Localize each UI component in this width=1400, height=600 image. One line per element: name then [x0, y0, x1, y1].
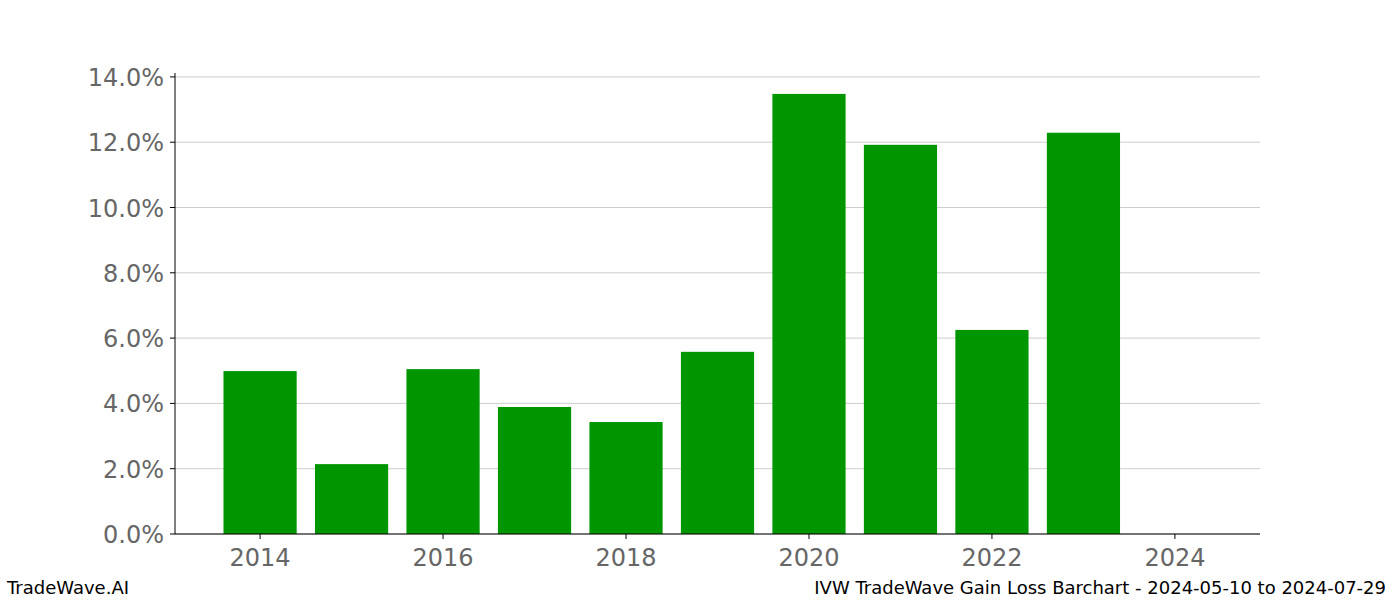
chart-svg: 0.0% 2.0% 4.0% 6.0% 8.0% 10.0% 12.0% 14.0% 2014 2… [0, 0, 1400, 600]
bar [223, 371, 296, 534]
x-tick-label: 2018 [595, 544, 656, 572]
y-tick-label: 14.0% [88, 64, 164, 92]
grid [175, 77, 1260, 534]
x-tick-label: 2024 [1144, 544, 1205, 572]
bar [589, 422, 662, 534]
x-tick-label: 2016 [413, 544, 474, 572]
y-tick-label: 8.0% [103, 260, 164, 288]
bars [223, 94, 1120, 534]
y-tick-label: 12.0% [88, 129, 164, 157]
x-tick [626, 534, 627, 539]
y-tick [170, 142, 175, 143]
y-tick-label: 6.0% [103, 325, 164, 353]
y-tick-label: 4.0% [103, 390, 164, 418]
y-tick-label: 0.0% [103, 521, 164, 549]
bar [955, 330, 1028, 534]
chart-title: IVW TradeWave Gain Loss Barchart - 2024-… [814, 577, 1386, 598]
brand-label: TradeWave.AI [6, 577, 129, 598]
bar [681, 352, 754, 534]
bar [864, 145, 937, 534]
x-tick-label: 2020 [778, 544, 839, 572]
axes: 0.0% 2.0% 4.0% 6.0% 8.0% 10.0% 12.0% 14.0% 2014 2… [88, 64, 1260, 572]
bar [1047, 133, 1120, 534]
bar [498, 407, 571, 534]
y-tick-label: 10.0% [88, 195, 164, 223]
y-tick [170, 76, 175, 77]
y-tick-label: 2.0% [103, 456, 164, 484]
y-tick [170, 272, 175, 273]
grid-line [175, 76, 1260, 77]
x-tick [808, 534, 809, 539]
y-tick [170, 207, 175, 208]
x-tick-label: 2014 [230, 544, 291, 572]
y-tick [170, 468, 175, 469]
bar [772, 94, 845, 534]
x-tick [443, 534, 444, 539]
x-tick [991, 534, 992, 539]
y-tick [170, 403, 175, 404]
y-tick [170, 534, 175, 535]
x-tick [1174, 534, 1175, 539]
x-tick-label: 2022 [961, 544, 1022, 572]
grid-line [175, 534, 1260, 535]
y-tick [170, 338, 175, 339]
x-tick [260, 534, 261, 539]
chart-container: 0.0% 2.0% 4.0% 6.0% 8.0% 10.0% 12.0% 14.0% 2014 2… [0, 0, 1400, 600]
bar [406, 369, 479, 534]
bar [315, 464, 388, 534]
x-axis-line [175, 534, 1260, 535]
